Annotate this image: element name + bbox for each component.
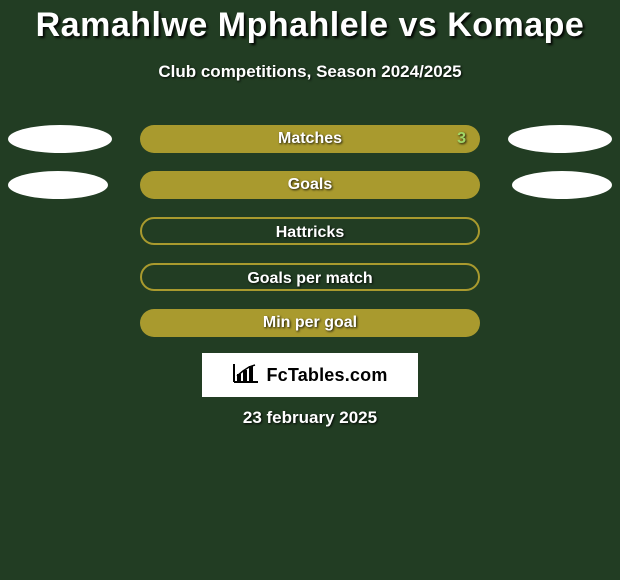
stat-label: Min per goal <box>140 309 480 337</box>
stat-row-min-per-goal: Min per goal <box>0 309 620 337</box>
stat-label: Hattricks <box>142 219 478 247</box>
stat-rows: Matches 3 Goals Hattricks <box>0 125 620 355</box>
stat-value-right: 3 <box>457 125 466 153</box>
left-ellipse <box>8 171 108 199</box>
brand-text: FcTables.com <box>266 365 387 386</box>
stat-row-goals: Goals <box>0 171 620 199</box>
stat-label: Goals per match <box>142 265 478 293</box>
left-ellipse <box>8 125 112 153</box>
right-ellipse <box>508 125 612 153</box>
stat-pill: Min per goal <box>140 309 480 337</box>
footer-date: 23 february 2025 <box>0 408 620 428</box>
stat-row-matches: Matches 3 <box>0 125 620 153</box>
brand-link[interactable]: FcTables.com <box>202 353 418 397</box>
right-ellipse <box>512 171 612 199</box>
stat-pill: Hattricks <box>140 217 480 245</box>
stat-label: Matches <box>140 125 480 153</box>
stat-pill: Goals per match <box>140 263 480 291</box>
stat-row-goals-per-match: Goals per match <box>0 263 620 291</box>
stat-row-hattricks: Hattricks <box>0 217 620 245</box>
stat-pill: Matches 3 <box>140 125 480 153</box>
page-subtitle: Club competitions, Season 2024/2025 <box>0 62 620 82</box>
stat-pill: Goals <box>140 171 480 199</box>
stat-label: Goals <box>140 171 480 199</box>
bar-chart-icon <box>232 362 260 389</box>
comparison-infographic: Ramahlwe Mphahlele vs Komape Club compet… <box>0 0 620 580</box>
page-title: Ramahlwe Mphahlele vs Komape <box>0 6 620 45</box>
